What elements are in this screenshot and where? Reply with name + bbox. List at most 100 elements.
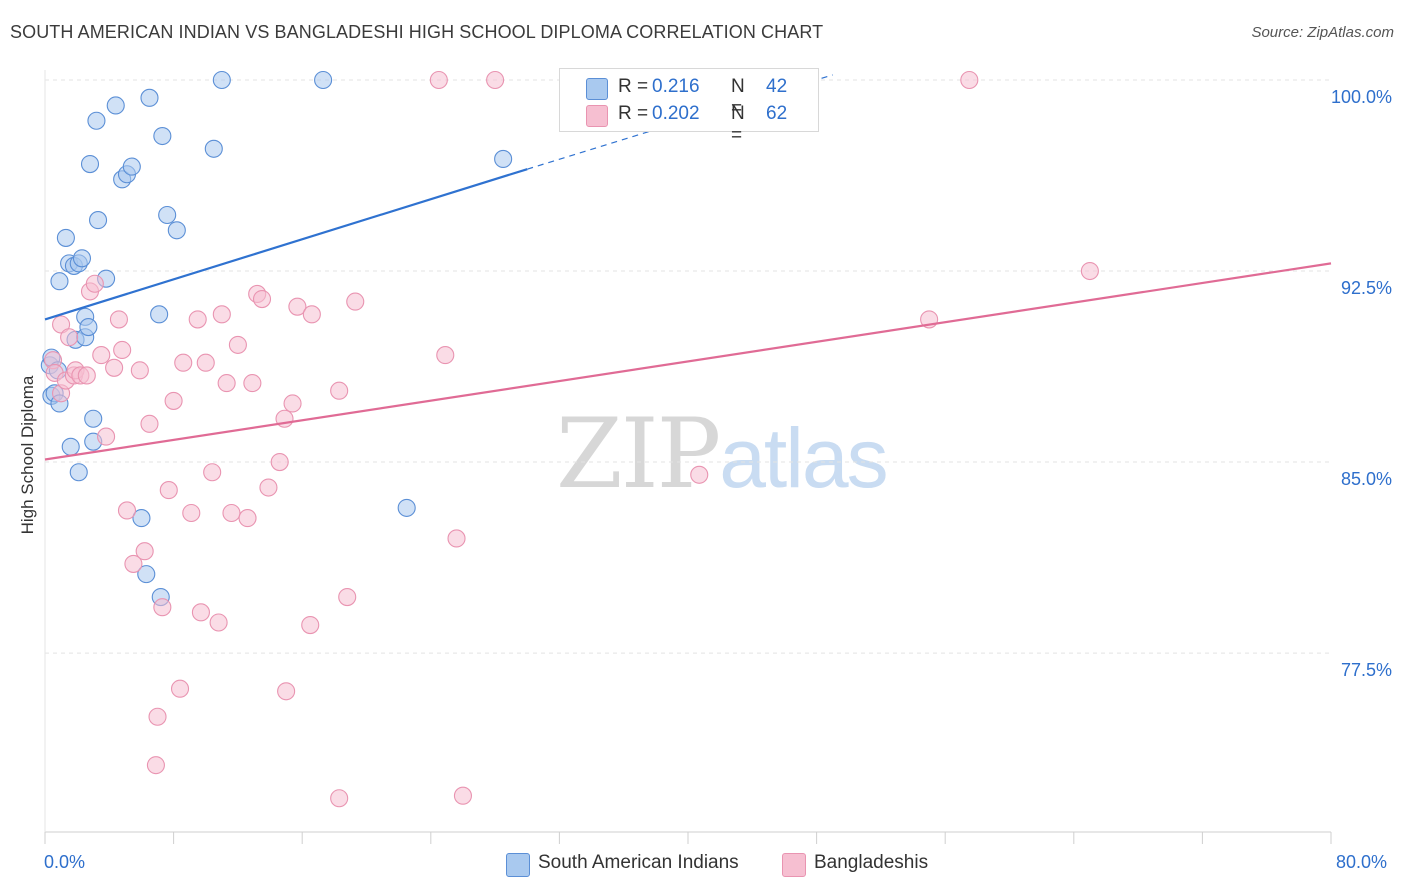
r-value: 0.202 xyxy=(652,103,700,124)
n-label: N = xyxy=(731,76,745,119)
point-pink-26 xyxy=(164,391,183,410)
point-pink-52 xyxy=(330,789,349,808)
point-blue-14 xyxy=(72,249,92,268)
point-pink-17 xyxy=(117,501,137,520)
x-tick-label-min: 0.0% xyxy=(44,852,86,872)
point-pink-39 xyxy=(238,509,257,528)
point-blue-29 xyxy=(137,565,156,584)
point-pink-29 xyxy=(182,503,201,523)
point-pink-12 xyxy=(92,346,111,365)
point-blue-28 xyxy=(132,509,151,528)
n-value: 62 xyxy=(766,103,788,124)
point-pink-53 xyxy=(338,587,357,607)
point-pink-35 xyxy=(212,305,231,324)
point-pink-43 xyxy=(259,478,278,497)
point-pink-30 xyxy=(188,310,207,329)
point-pink-54 xyxy=(346,292,365,311)
point-pink-24 xyxy=(153,598,172,617)
point-blue-39 xyxy=(494,149,513,169)
point-blue-33 xyxy=(153,126,172,146)
point-pink-38 xyxy=(228,335,247,354)
point-pink-15 xyxy=(109,310,128,329)
n-value: 42 xyxy=(766,76,788,97)
blue-swatch-icon xyxy=(586,78,608,100)
point-pink-46 xyxy=(277,682,296,701)
blue-legend-swatch-icon xyxy=(506,853,530,877)
point-pink-51 xyxy=(330,381,349,400)
point-pink-36 xyxy=(217,374,236,393)
stats-legend: R = 0.216 N = 42 R = 0.202 N = 62 xyxy=(559,68,819,146)
point-blue-35 xyxy=(167,221,186,240)
point-pink-34 xyxy=(209,613,228,632)
point-pink-14 xyxy=(105,358,124,377)
point-pink-60 xyxy=(690,465,709,484)
r-value: 0.216 xyxy=(652,76,700,97)
point-pink-33 xyxy=(203,463,222,482)
point-blue-27 xyxy=(122,157,141,176)
source-credit: Source: ZipAtlas.com xyxy=(1251,24,1394,41)
point-blue-9 xyxy=(61,437,80,456)
point-blue-19 xyxy=(84,409,103,428)
r-label: R = xyxy=(618,76,649,97)
point-pink-3 xyxy=(52,315,71,334)
point-pink-48 xyxy=(288,297,307,316)
point-pink-20 xyxy=(135,542,154,561)
point-blue-34 xyxy=(158,205,177,225)
point-pink-16 xyxy=(113,340,132,360)
point-pink-56 xyxy=(436,346,455,365)
point-pink-19 xyxy=(130,361,149,380)
point-pink-21 xyxy=(140,414,159,433)
point-blue-24 xyxy=(106,96,125,115)
point-pink-42 xyxy=(252,289,272,309)
point-pink-40 xyxy=(243,374,262,393)
point-pink-11 xyxy=(85,274,104,293)
trend-line-south-american-indians xyxy=(44,168,528,321)
point-blue-38 xyxy=(314,70,333,90)
point-pink-32 xyxy=(196,353,215,372)
point-blue-30 xyxy=(140,88,159,107)
watermark-zip: ZIP xyxy=(556,398,721,510)
point-pink-58 xyxy=(453,786,473,805)
point-blue-18 xyxy=(80,155,100,174)
r-label: R = xyxy=(618,103,649,124)
chart-title: SOUTH AMERICAN INDIAN VS BANGLADESHI HIG… xyxy=(10,22,824,42)
trend-line-bangladeshis xyxy=(44,262,1332,461)
y-tick-label-100: 100.0% xyxy=(1330,87,1392,107)
point-blue-31 xyxy=(150,305,169,324)
y-tick-label-77-5: 77.5% xyxy=(1340,660,1392,680)
point-pink-44 xyxy=(270,452,289,472)
point-pink-63 xyxy=(1080,261,1099,281)
point-pink-28 xyxy=(174,353,193,372)
point-pink-9 xyxy=(77,366,96,385)
point-pink-49 xyxy=(301,616,320,635)
point-pink-37 xyxy=(222,503,241,523)
point-pink-5 xyxy=(60,328,79,347)
legend-label: Bangladeshis xyxy=(814,852,929,873)
point-pink-55 xyxy=(429,70,448,90)
y-tick-label-85: 85.0% xyxy=(1340,469,1392,489)
point-pink-31 xyxy=(191,603,210,622)
pink-swatch-icon xyxy=(586,105,608,127)
watermark-atlas: atlas xyxy=(719,411,888,505)
point-blue-17 xyxy=(79,318,98,337)
point-blue-13 xyxy=(69,463,88,482)
point-pink-27 xyxy=(170,679,190,698)
point-pink-22 xyxy=(146,756,165,775)
point-blue-7 xyxy=(56,228,75,247)
point-blue-21 xyxy=(87,111,106,130)
point-blue-36 xyxy=(204,139,223,158)
point-blue-40 xyxy=(397,498,416,517)
n-label: N = xyxy=(731,103,745,146)
point-pink-50 xyxy=(302,305,321,324)
point-pink-23 xyxy=(148,707,167,726)
point-pink-47 xyxy=(283,394,302,413)
watermark: ZIPatlas xyxy=(556,398,889,510)
y-tick-label-92-5: 92.5% xyxy=(1340,278,1392,298)
point-blue-37 xyxy=(212,70,231,90)
point-blue-22 xyxy=(88,211,108,230)
point-blue-6 xyxy=(50,272,69,291)
point-pink-18 xyxy=(124,554,143,573)
point-pink-13 xyxy=(97,427,116,446)
pink-legend-swatch-icon xyxy=(782,853,806,877)
